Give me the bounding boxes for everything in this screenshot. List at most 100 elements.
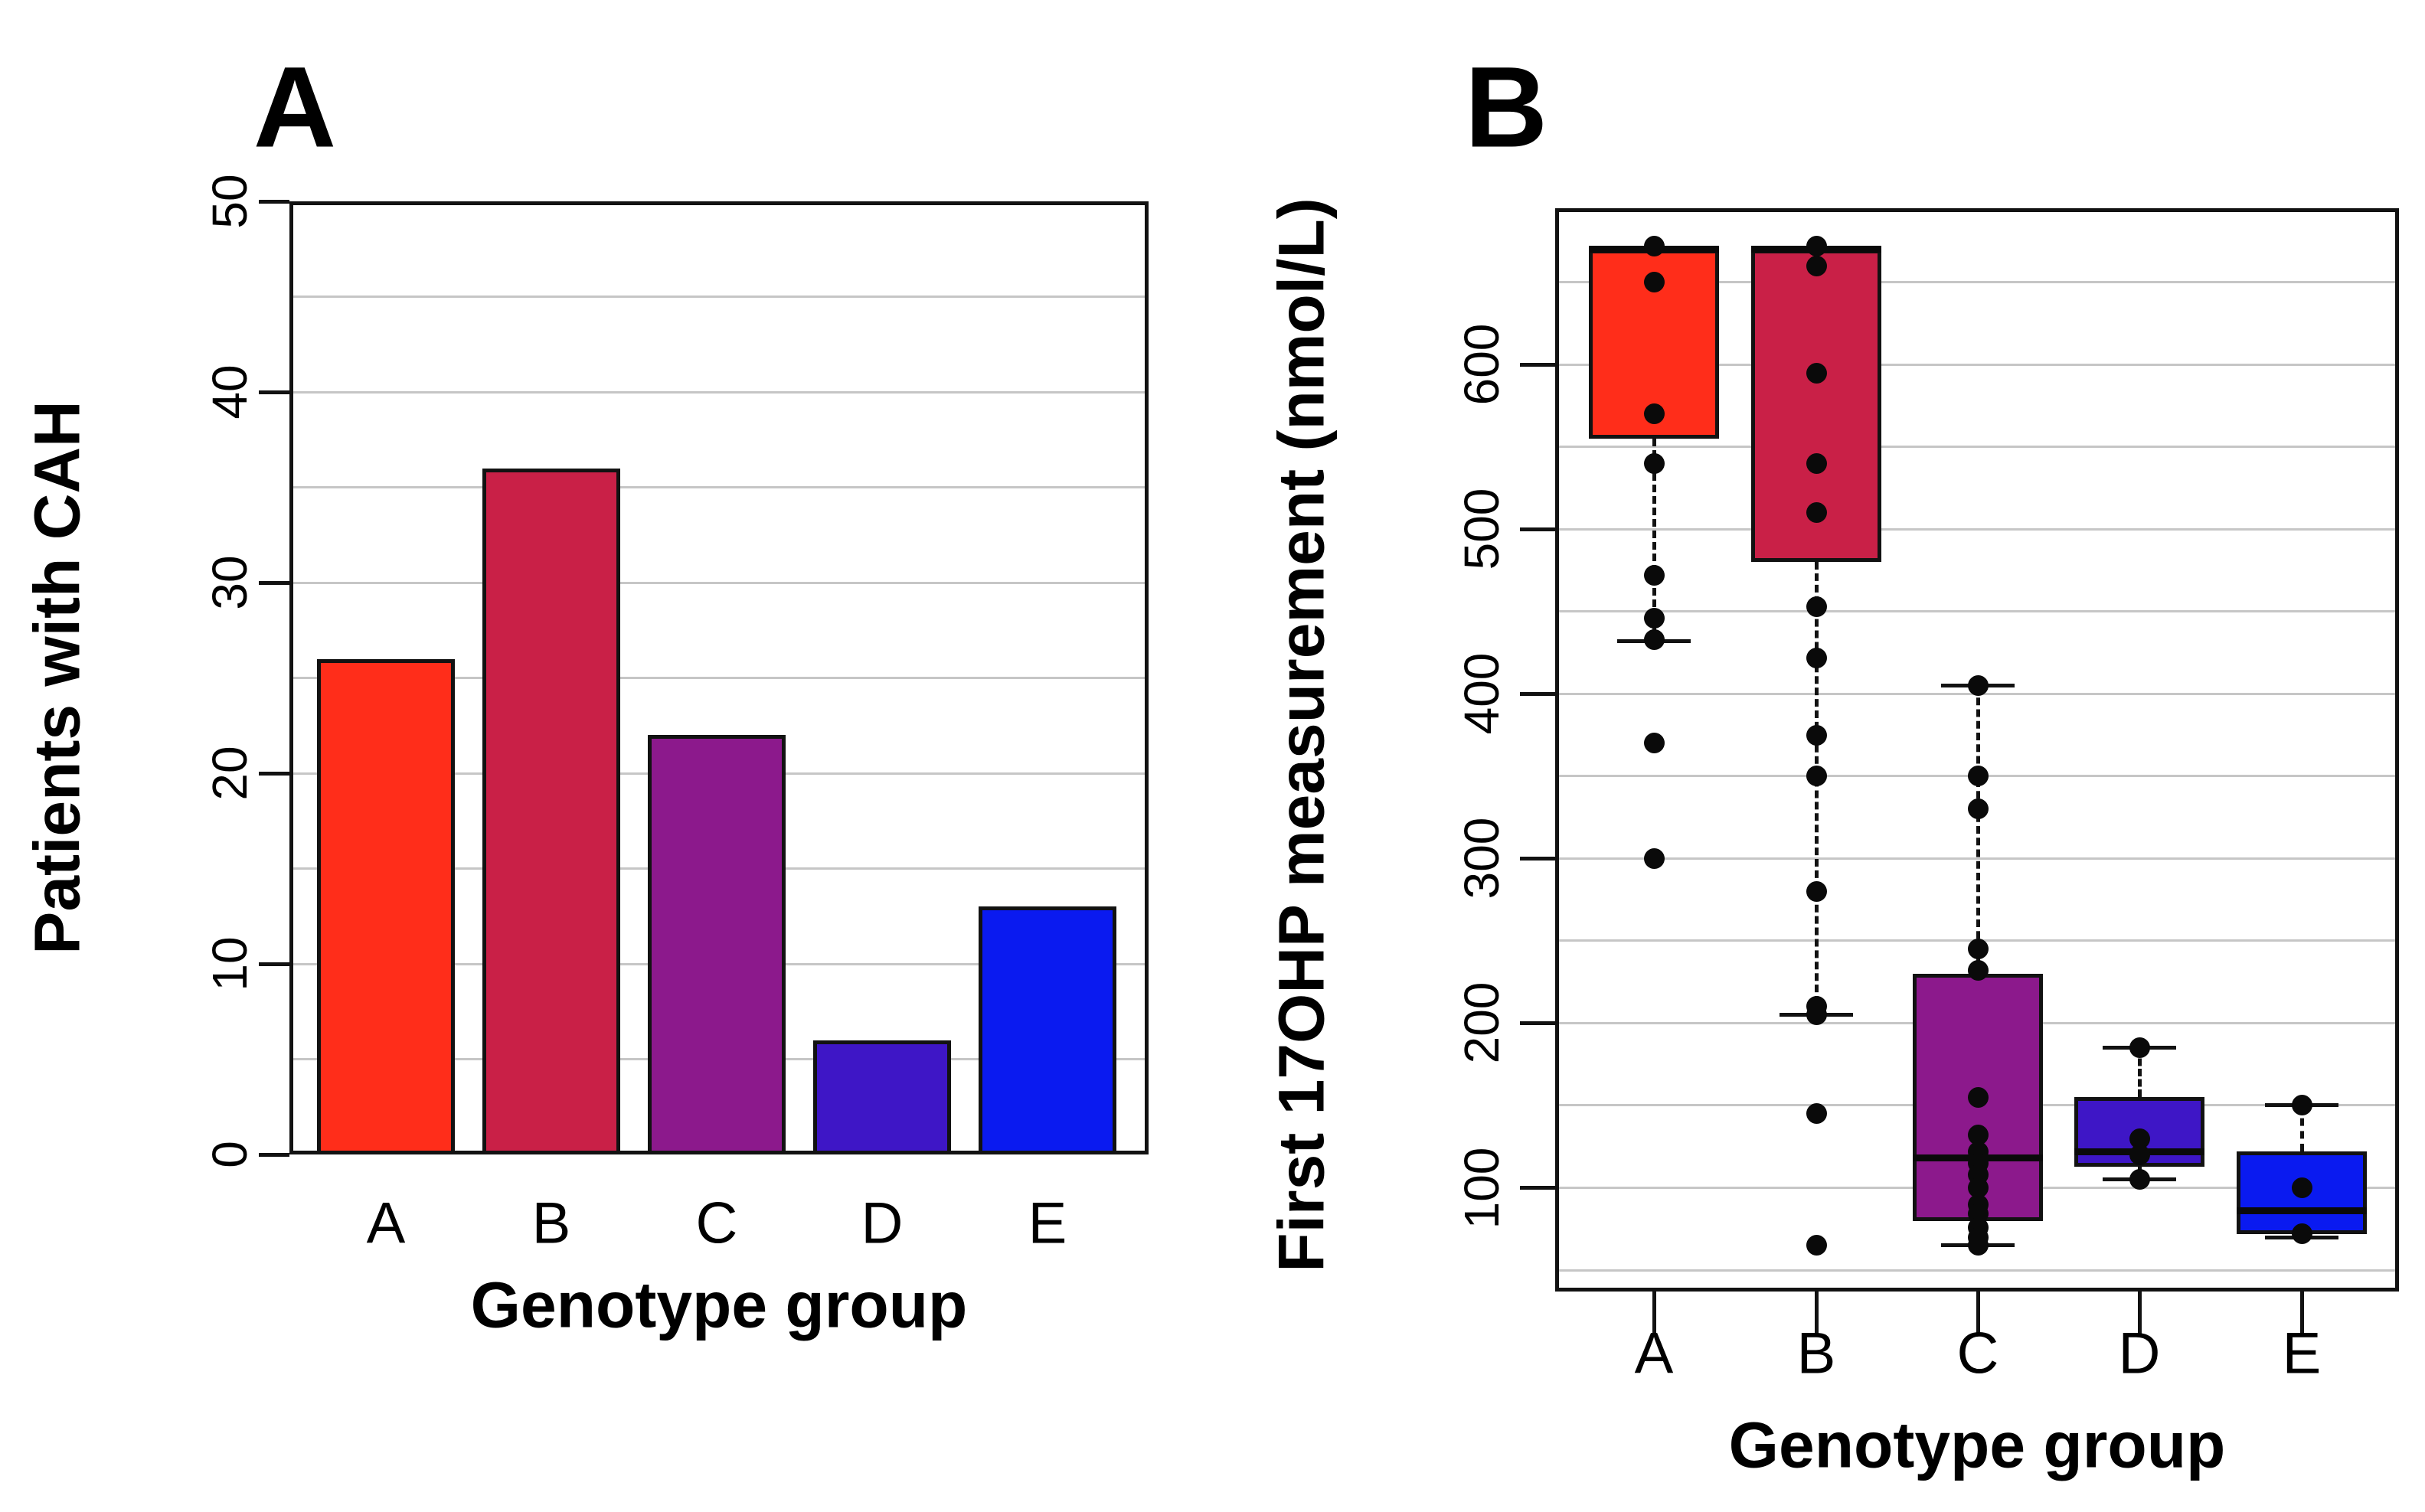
- bar-d: [813, 1040, 951, 1154]
- whisker-line: [1814, 562, 1819, 1015]
- data-point: [1806, 235, 1827, 256]
- y-tick-label: 40: [202, 364, 257, 420]
- data-point: [1806, 255, 1827, 276]
- bar-c: [648, 735, 786, 1154]
- data-point: [1643, 452, 1665, 474]
- data-point: [2129, 1169, 2150, 1190]
- x-tick-label: C: [695, 1190, 738, 1256]
- data-point: [1806, 1235, 1827, 1256]
- x-axis-tick: [1652, 1292, 1656, 1334]
- y-axis-tick: [1520, 856, 1555, 861]
- gridline: [293, 390, 1145, 394]
- panel-label-b: B: [1464, 42, 1548, 171]
- data-point: [2291, 1095, 2312, 1116]
- y-tick-label: 10: [202, 936, 257, 991]
- gridline: [1559, 1269, 2395, 1272]
- y-axis-tick: [259, 1152, 289, 1157]
- plot-border: [1555, 208, 2399, 1292]
- x-tick-label: A: [1634, 1321, 1674, 1386]
- whisker-line: [1652, 439, 1656, 642]
- y-tick-label: 200: [1454, 982, 1509, 1064]
- gridline: [1559, 281, 2395, 284]
- bar-a: [317, 658, 455, 1154]
- data-point: [1806, 766, 1827, 787]
- y-tick-label: 500: [1454, 488, 1509, 570]
- data-point: [1967, 1086, 1989, 1108]
- whisker-line: [1976, 685, 1980, 974]
- data-point: [1967, 766, 1989, 787]
- y-axis-label: First 17OHP measurement (nmol/L): [1265, 198, 1338, 1272]
- data-point: [1806, 362, 1827, 384]
- data-point: [1806, 502, 1827, 524]
- plot-border: [289, 201, 1149, 1154]
- y-axis-tick: [1520, 527, 1555, 531]
- x-tick-label: B: [1796, 1321, 1836, 1386]
- y-tick-label: 100: [1454, 1147, 1509, 1229]
- x-axis-label: Genotype group: [470, 1269, 968, 1341]
- data-point: [1643, 235, 1665, 256]
- box-a: [1589, 249, 1719, 439]
- x-tick-label: B: [531, 1190, 571, 1256]
- data-point: [1806, 452, 1827, 474]
- data-point: [2129, 1037, 2150, 1059]
- y-axis-tick: [1520, 691, 1555, 696]
- y-tick-label: 600: [1454, 323, 1509, 406]
- data-point: [1806, 1004, 1827, 1026]
- median-line: [2237, 1207, 2367, 1215]
- x-axis-tick: [2299, 1292, 2304, 1334]
- gridline: [293, 677, 1145, 679]
- data-point: [1643, 272, 1665, 293]
- panel-label-a: A: [253, 42, 337, 171]
- x-tick-label: D: [861, 1190, 904, 1256]
- y-tick-label: 300: [1454, 818, 1509, 900]
- x-axis-tick: [1976, 1292, 1980, 1334]
- data-point: [1643, 733, 1665, 754]
- data-point: [1967, 960, 1989, 981]
- data-point: [1643, 607, 1665, 629]
- x-axis-label: Genotype group: [1728, 1409, 2226, 1481]
- data-point: [1643, 565, 1665, 586]
- y-axis-tick: [259, 771, 289, 776]
- gridline: [1559, 610, 2395, 613]
- whisker-line: [2299, 1105, 2304, 1152]
- y-axis-tick: [259, 390, 289, 394]
- gridline: [293, 581, 1145, 584]
- gridline: [1559, 363, 2395, 366]
- y-axis-tick: [1520, 1021, 1555, 1025]
- data-point: [1806, 596, 1827, 617]
- y-axis-tick: [259, 580, 289, 585]
- data-point: [1806, 724, 1827, 746]
- gridline: [293, 296, 1145, 298]
- y-axis-tick: [1520, 362, 1555, 367]
- y-tick-label: 400: [1454, 652, 1509, 735]
- data-point: [1806, 1103, 1827, 1125]
- data-point: [1643, 847, 1665, 869]
- y-axis-tick: [259, 962, 289, 966]
- data-point: [1967, 1235, 1989, 1256]
- data-point: [2129, 1145, 2150, 1165]
- data-point: [1967, 798, 1989, 820]
- data-point: [2291, 1223, 2312, 1245]
- x-axis-tick: [1814, 1292, 1819, 1334]
- x-axis-tick: [2137, 1292, 2142, 1334]
- y-axis-label: Patients with CAH: [21, 400, 93, 955]
- whisker-line: [2137, 1047, 2142, 1098]
- y-tick-label: 30: [202, 555, 257, 610]
- y-tick-label: 20: [202, 746, 257, 801]
- x-tick-label: A: [366, 1190, 406, 1256]
- x-tick-label: E: [1028, 1190, 1067, 1256]
- data-point: [1806, 647, 1827, 668]
- y-axis-tick: [1520, 1186, 1555, 1190]
- data-point: [1643, 629, 1665, 650]
- x-tick-label: C: [1956, 1321, 1999, 1386]
- data-point: [2291, 1177, 2312, 1199]
- data-point: [1967, 675, 1989, 697]
- gridline: [1559, 446, 2395, 449]
- gridline: [293, 486, 1145, 488]
- y-tick-label: 0: [202, 1141, 257, 1168]
- y-tick-label: 50: [202, 174, 257, 229]
- gridline: [1559, 527, 2395, 531]
- y-axis-tick: [259, 199, 289, 204]
- data-point: [1806, 880, 1827, 902]
